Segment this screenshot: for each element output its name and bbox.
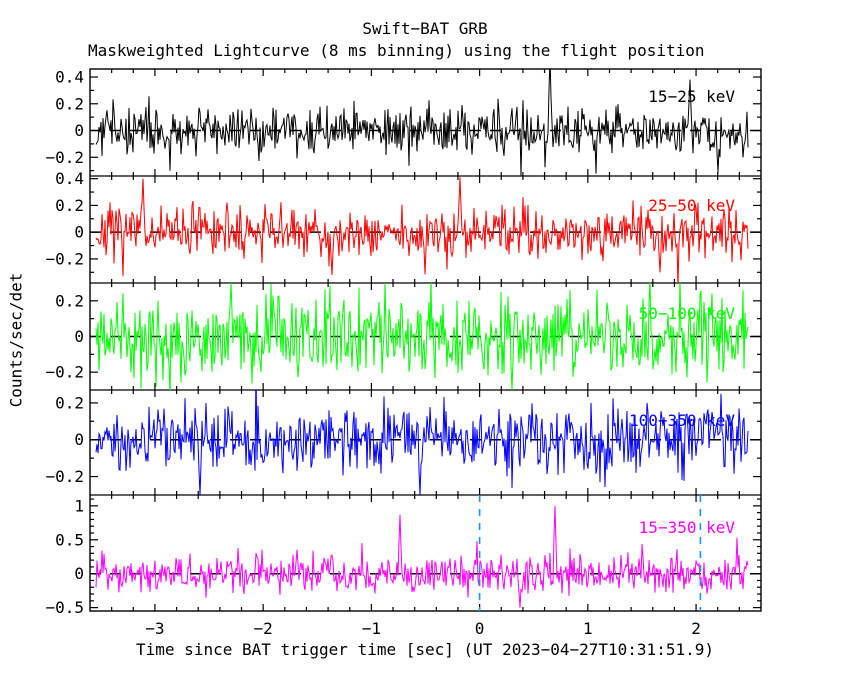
y-tick-label: 0.5 — [55, 530, 84, 549]
y-tick-label: −0.2 — [45, 467, 84, 486]
y-tick-label: 0 — [74, 327, 84, 346]
figure-subtitle: Maskweighted Lightcurve (8 ms binning) u… — [88, 41, 705, 60]
panel-50−100-keV: 0.2 0 −0.2 — [45, 283, 761, 390]
y-tick-label: 0.2 — [55, 393, 84, 412]
x-tick-label: −3 — [145, 619, 164, 638]
lightcurve-series-15−25-keV — [95, 69, 749, 176]
x-tick-label: 1 — [583, 619, 593, 638]
y-tick-label: 0 — [74, 430, 84, 449]
lightcurve-series-25−50-keV — [95, 177, 749, 283]
y-tick-label: 0.2 — [55, 196, 84, 215]
band-label-50-100kev: 50−100 keV — [638, 304, 735, 323]
y-tick-label: 0 — [74, 223, 84, 242]
y-tick-label: −0.5 — [45, 598, 84, 617]
y-tick-label: −0.2 — [45, 249, 84, 268]
panel-25−50-keV: 0.4 0.2 0 −0.2 — [45, 169, 761, 283]
x-tick-label: 0 — [475, 619, 485, 638]
x-tick-label: −1 — [362, 619, 381, 638]
band-label-25-50kev: 25−50 keV — [648, 196, 735, 215]
x-axis-title: Time since BAT trigger time [sec] (UT 20… — [136, 640, 714, 659]
y-tick-label: 0.2 — [55, 291, 84, 310]
y-tick-label: −0.2 — [45, 363, 84, 382]
y-tick-label: 0.4 — [55, 68, 84, 87]
y-tick-label: 0.2 — [55, 94, 84, 113]
y-tick-label: 0 — [74, 564, 84, 583]
band-label-15-350kev: 15−350 keV — [638, 518, 735, 537]
frame-rect — [89, 68, 762, 612]
figure-title: Swift−BAT GRB — [362, 19, 488, 38]
lightcurve-series-50−100-keV — [95, 283, 749, 390]
lightcurve-series-100−350-keV — [95, 390, 749, 495]
plot-frame — [89, 68, 762, 612]
panel-100−350-keV: 0.2 0 −0.2 — [45, 390, 761, 495]
panel-15−350-keV: 1 0.5 0 −0.5 — [45, 495, 761, 617]
x-tick-label: 2 — [691, 619, 701, 638]
band-label-15-25kev: 15−25 keV — [648, 87, 735, 106]
y-tick-label: −0.2 — [45, 148, 84, 167]
y-tick-label: 0.4 — [55, 169, 84, 188]
lightcurve-series-15−350-keV — [95, 505, 749, 608]
x-tick-label: −2 — [254, 619, 273, 638]
y-tick-label: 0 — [74, 121, 84, 140]
y-tick-label: 1 — [74, 496, 84, 515]
panel-15−25-keV: 0.4 0.2 0 −0.2 — [45, 68, 761, 176]
